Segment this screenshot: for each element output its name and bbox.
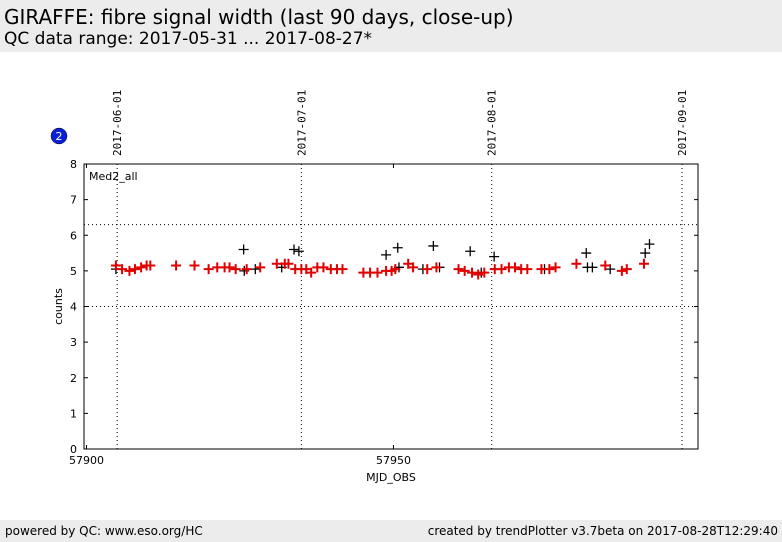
data-point-red — [453, 264, 464, 275]
data-point-red — [129, 264, 140, 275]
data-point-black — [238, 244, 249, 255]
trend-chart: 2017-06-01 2017-07-01 2017-08-01 2017-09-01… — [50, 90, 699, 484]
date-marker-label: 2017-06-01 — [111, 90, 124, 156]
data-point-red — [616, 265, 627, 276]
data-point-red — [318, 262, 329, 273]
footer-powered-by: powered by QC: www.eso.org/HC — [5, 524, 203, 538]
data-point-black — [640, 248, 651, 259]
y-axis-label: counts — [52, 288, 65, 325]
y-tick-label: 3 — [70, 336, 77, 349]
y-tick-label: 2 — [70, 372, 77, 385]
data-point-red — [110, 260, 121, 271]
y-tick-label: 4 — [70, 301, 77, 314]
data-point-red — [224, 262, 235, 273]
data-point-red — [124, 265, 135, 276]
y-tick-label: 1 — [70, 407, 77, 420]
data-point-red — [372, 267, 383, 278]
panel-label: Med2_all — [89, 170, 138, 183]
data-point-red — [390, 264, 401, 275]
data-point-red — [522, 264, 533, 275]
data-point-red — [337, 264, 348, 275]
data-point-red — [473, 269, 484, 280]
data-point-black — [587, 262, 598, 273]
y-tick-label: 6 — [70, 229, 77, 242]
y-tick-label: 7 — [70, 194, 77, 207]
data-point-black — [581, 248, 592, 259]
data-point-red — [408, 262, 419, 273]
data-point-red — [621, 264, 632, 275]
y-tick-label: 8 — [70, 158, 77, 171]
date-marker-label: 2017-09-01 — [676, 90, 689, 156]
footer-created-by: created by trendPlotter v3.7beta on 2017… — [427, 524, 778, 538]
data-point-black — [293, 246, 304, 257]
data-point-red — [571, 258, 582, 269]
header-bar: GIRAFFE: fibre signal width (last 90 day… — [0, 0, 782, 52]
y-tick-label: 5 — [70, 265, 77, 278]
data-point-red — [638, 258, 649, 269]
data-point-red — [510, 262, 521, 273]
data-point-black — [644, 239, 655, 250]
x-axis-label: MJD_OBS — [366, 471, 416, 484]
data-point-red — [255, 262, 266, 273]
x-tick-label: 57900 — [69, 454, 104, 467]
data-point-red — [189, 260, 200, 271]
data-point-black — [239, 265, 250, 276]
date-marker-label: 2017-07-01 — [295, 90, 308, 156]
data-point-red — [600, 260, 611, 271]
data-point-red — [117, 264, 128, 275]
data-point-red — [496, 264, 507, 275]
data-point-black — [428, 240, 439, 251]
data-point-black — [381, 249, 392, 260]
page-title: GIRAFFE: fibre signal width (last 90 day… — [4, 5, 514, 29]
data-point-red — [241, 264, 252, 275]
data-point-red — [283, 258, 294, 269]
date-marker-label: 2017-08-01 — [486, 90, 499, 156]
data-point-red — [479, 267, 490, 278]
y-tick-label: 0 — [70, 443, 77, 456]
data-point-red — [306, 267, 317, 278]
data-point-black — [250, 264, 261, 275]
page-subtitle: QC data range: 2017-05-31 ... 2017-08-27… — [4, 29, 373, 49]
x-tick-label: 57950 — [376, 454, 411, 467]
plot-number-badge-label: 2 — [56, 130, 63, 143]
data-point-red — [467, 267, 478, 278]
data-point-red — [422, 264, 433, 275]
data-point-red — [431, 262, 442, 273]
data-point-red — [544, 264, 555, 275]
data-point-red — [145, 260, 156, 271]
plot-number-badge — [50, 127, 68, 145]
data-point-red — [136, 262, 147, 273]
data-point-red — [459, 265, 470, 276]
data-point-black — [465, 246, 476, 257]
data-point-red — [550, 262, 561, 273]
data-point-red — [203, 264, 214, 275]
data-point-black — [392, 242, 403, 253]
data-point-red — [171, 260, 182, 271]
footer-bar: powered by QC: www.eso.org/HC created by… — [0, 520, 782, 542]
data-point-red — [230, 264, 241, 275]
data-point-black — [489, 251, 500, 262]
data-point-black — [288, 244, 299, 255]
